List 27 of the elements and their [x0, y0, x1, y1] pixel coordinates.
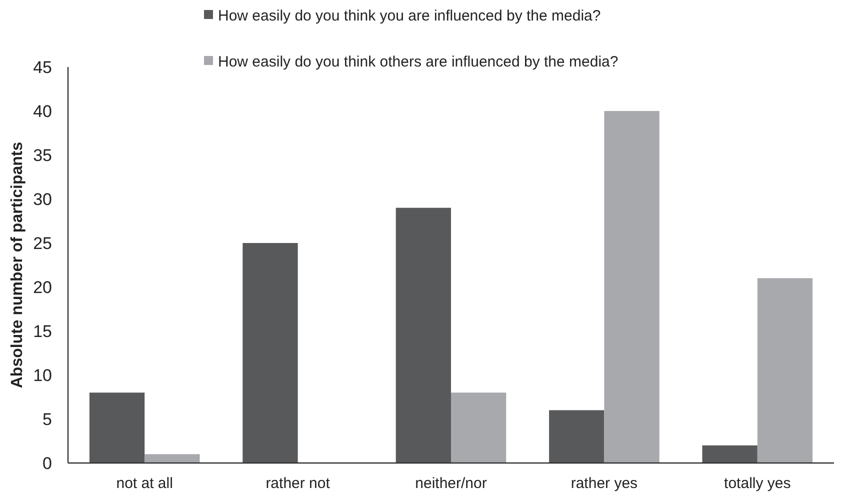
y-tick-label: 0 — [42, 454, 52, 473]
y-tick-label: 45 — [33, 58, 52, 77]
x-tick-label: rather yes — [570, 475, 638, 492]
y-tick-label: 30 — [33, 190, 52, 209]
bar — [396, 208, 451, 463]
x-tick-label: neither/nor — [415, 475, 487, 492]
y-tick-label: 20 — [33, 278, 52, 297]
bar — [604, 111, 660, 463]
x-tick-label: not at all — [116, 475, 173, 492]
legend-label: How easily do you think you are influenced by the media? — [218, 7, 601, 24]
y-tick-label: 40 — [33, 102, 52, 121]
y-tick-label: 15 — [33, 322, 52, 341]
bar — [757, 278, 813, 463]
bar — [144, 454, 200, 463]
y-tick-label: 5 — [42, 410, 52, 429]
x-tick-label: totally yes — [724, 475, 791, 492]
bar — [89, 392, 145, 463]
y-tick-label: 25 — [33, 234, 52, 253]
legend-label: How easily do you think others are influenced by the media? — [218, 53, 618, 70]
bar — [549, 410, 604, 463]
x-tick-label: rather not — [266, 475, 331, 492]
bar — [702, 445, 758, 463]
y-tick-label: 10 — [33, 366, 52, 385]
bar — [451, 392, 506, 463]
y-tick-label: 35 — [33, 146, 52, 165]
bar — [242, 243, 298, 463]
y-axis-title: Absolute number of participants — [9, 142, 26, 388]
